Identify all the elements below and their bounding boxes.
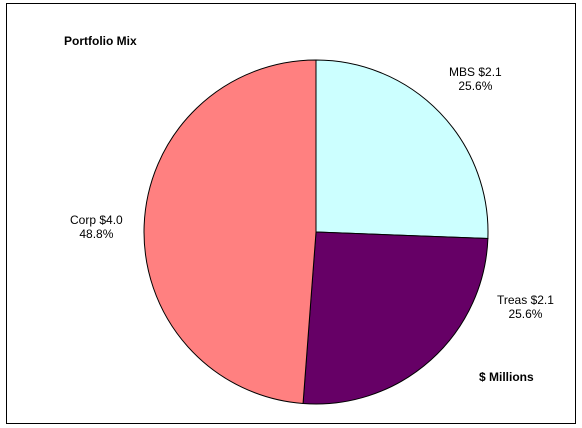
slice-percent: 48.8% — [79, 227, 114, 241]
slice-label-mbs: MBS $2.1 25.6% — [449, 65, 502, 93]
slice-name: Treas — [497, 293, 528, 307]
slice-name: MBS — [449, 65, 476, 79]
slice-value: $4.0 — [99, 213, 123, 227]
pie-slice-treas — [302, 231, 489, 405]
slice-value: $2.1 — [478, 65, 502, 79]
slice-label-corp: Corp $4.0 48.8% — [70, 213, 123, 241]
chart-title: Portfolio Mix — [64, 34, 137, 48]
slice-value: $2.1 — [530, 293, 554, 307]
slice-percent: 25.6% — [458, 79, 493, 93]
slice-name: Corp — [70, 213, 97, 227]
slice-label-treas: Treas $2.1 25.6% — [497, 293, 554, 321]
pie-slice-mbs — [315, 59, 489, 239]
slice-percent: 25.6% — [508, 307, 543, 321]
pie-slice-corp — [143, 59, 317, 405]
units-label: $ Millions — [479, 370, 534, 384]
